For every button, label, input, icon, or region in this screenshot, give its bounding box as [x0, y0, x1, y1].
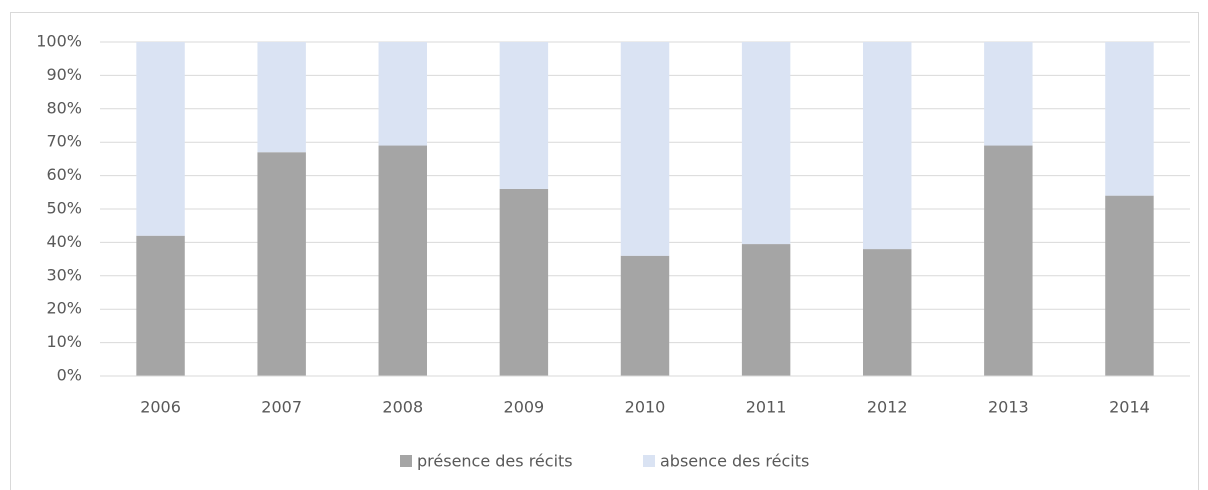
x-tick-label: 2008 [382, 398, 423, 417]
bar-segment [378, 42, 427, 146]
x-tick-label: 2011 [746, 398, 787, 417]
y-tick-label: 0% [57, 366, 82, 385]
legend-swatch [400, 455, 412, 467]
x-tick-label: 2006 [140, 398, 181, 417]
bar-segment [499, 188, 549, 376]
x-tick-label: 2009 [504, 398, 545, 417]
bar-segment [257, 152, 306, 376]
x-tick-label: 2010 [625, 398, 666, 417]
bar-segment [257, 42, 306, 153]
bar-segment [984, 145, 1033, 376]
bar-segment [620, 42, 670, 256]
bar-segment [984, 42, 1033, 146]
bar-segment [741, 42, 791, 245]
y-tick-label: 40% [46, 232, 82, 251]
x-tick-label: 2012 [867, 398, 908, 417]
y-tick-label: 60% [46, 165, 82, 184]
bar-segment [378, 145, 427, 376]
y-tick-label: 20% [46, 299, 82, 318]
bar-segment [136, 235, 185, 376]
bar-segment [863, 42, 912, 250]
y-tick-label: 100% [36, 32, 82, 51]
bar-segment [136, 42, 185, 236]
bar-segment [499, 42, 549, 189]
x-tick-label: 2014 [1109, 398, 1150, 417]
bar-segment [741, 244, 791, 376]
y-tick-label: 10% [46, 332, 82, 351]
y-tick-label: 50% [46, 199, 82, 218]
y-tick-label: 80% [46, 98, 82, 117]
legend-label: présence des récits [417, 452, 573, 471]
legend-swatch [643, 455, 655, 467]
bar-segment [1105, 195, 1154, 376]
y-tick-label: 70% [46, 132, 82, 151]
legend: présence des récits absence des récits [400, 452, 809, 471]
bar-segment [863, 249, 912, 376]
bar-segment [1105, 42, 1154, 196]
x-tick-label: 2007 [261, 398, 302, 417]
y-tick-label: 90% [46, 65, 82, 84]
x-tick-label: 2013 [988, 398, 1029, 417]
bar-segment [620, 255, 670, 376]
legend-label: absence des récits [660, 452, 809, 471]
y-tick-label: 30% [46, 265, 82, 284]
